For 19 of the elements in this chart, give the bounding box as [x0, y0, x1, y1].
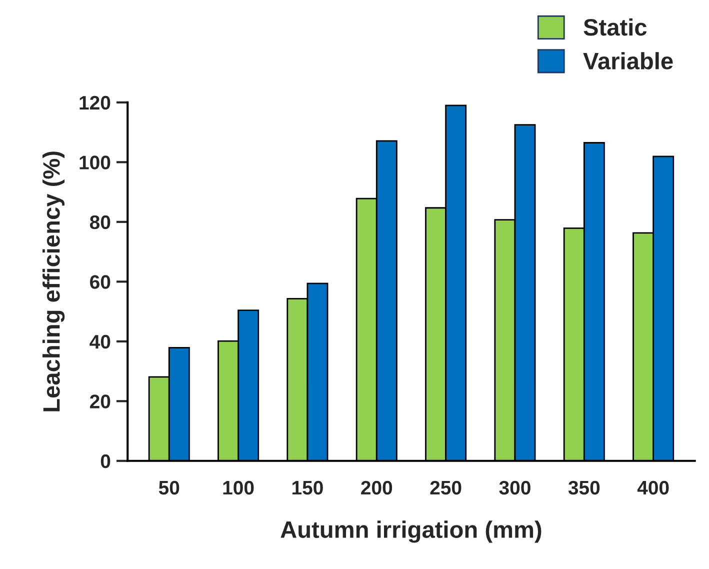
x-tick-label: 350 [568, 480, 600, 495]
x-tick-label: 100 [223, 480, 254, 495]
x-tick-label: 300 [499, 480, 530, 495]
y-tick-label: 100 [80, 156, 110, 170]
y-tick-label: 20 [90, 394, 110, 408]
x-tick-label: 200 [361, 480, 392, 495]
x-tick-label: 150 [292, 480, 323, 495]
y-tick-label: 40 [90, 334, 110, 349]
x-tick-label: 50 [158, 480, 180, 495]
x-tick-label: 400 [637, 480, 669, 495]
legend-label: Variable [583, 52, 673, 70]
y-tick-label: 60 [90, 275, 110, 289]
x-axis-title: Autumn irrigation (mm) [280, 520, 542, 543]
y-tick-label: 80 [90, 215, 110, 230]
y-axis-title: Leaching efficiency (%) [42, 152, 65, 412]
x-tick-label: 250 [430, 480, 462, 495]
legend-label: Static [584, 18, 647, 36]
y-tick-label: 120 [80, 96, 110, 110]
y-tick-label: 0 [100, 454, 110, 468]
